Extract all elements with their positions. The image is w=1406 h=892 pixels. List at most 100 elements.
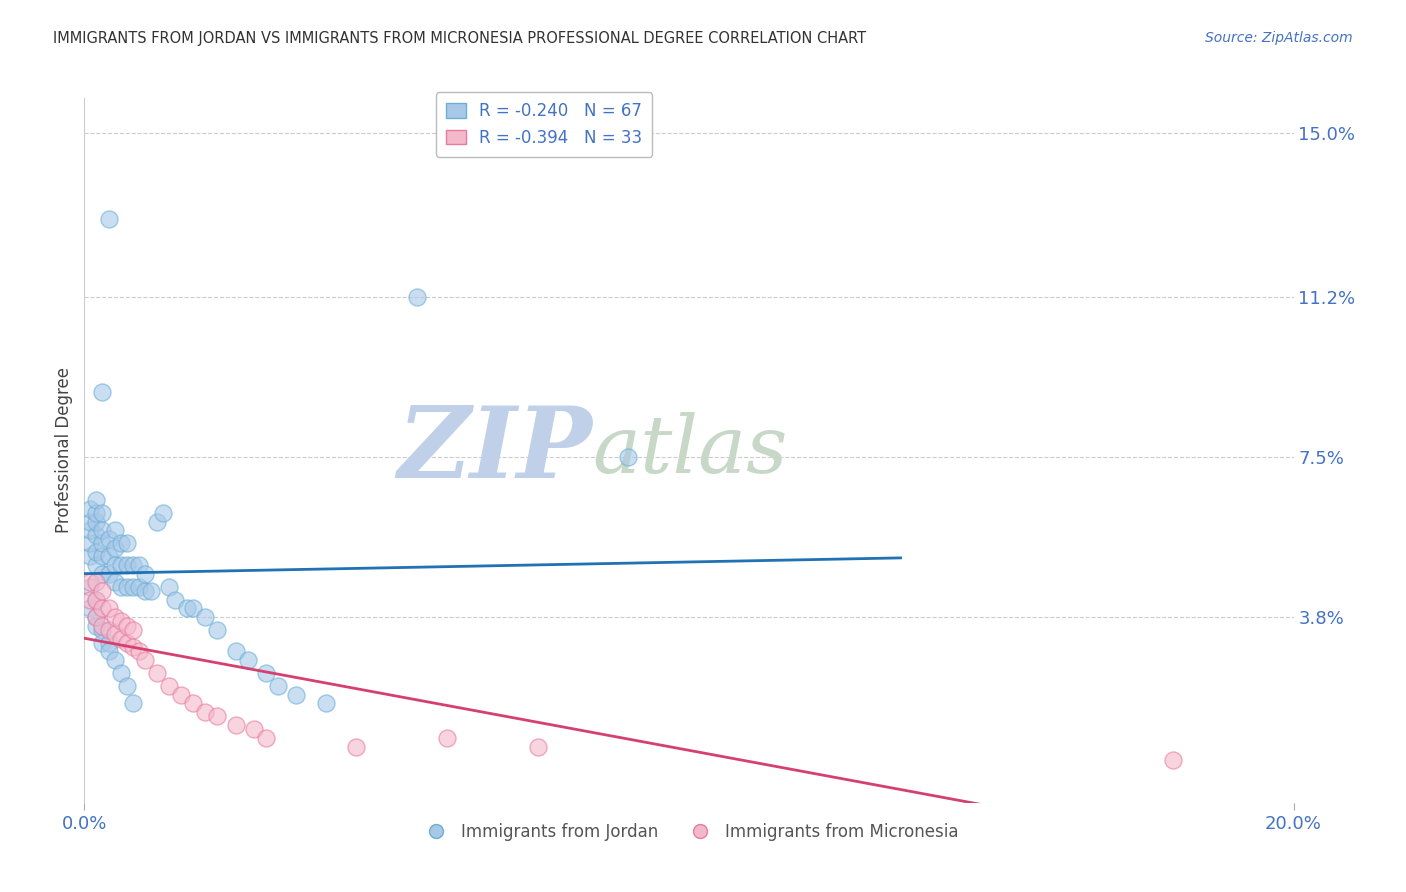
Point	[97, 601, 120, 615]
Point	[97, 212, 120, 227]
Point	[165, 592, 187, 607]
Point	[104, 575, 127, 590]
Point	[157, 679, 180, 693]
Point	[267, 679, 290, 693]
Point	[91, 623, 114, 637]
Point	[225, 718, 247, 732]
Point	[110, 614, 132, 628]
Point	[91, 566, 114, 581]
Point	[79, 592, 101, 607]
Point	[97, 644, 120, 658]
Point	[225, 644, 247, 658]
Point	[146, 515, 169, 529]
Point	[128, 644, 150, 658]
Point	[254, 731, 277, 745]
Point	[91, 601, 114, 615]
Point	[121, 558, 143, 572]
Point	[86, 592, 108, 607]
Point	[406, 290, 429, 304]
Text: atlas: atlas	[592, 412, 787, 489]
Point	[86, 575, 108, 590]
Point	[91, 536, 114, 550]
Point	[436, 731, 458, 745]
Point	[617, 450, 640, 464]
Point	[79, 549, 101, 564]
Text: Source: ZipAtlas.com: Source: ZipAtlas.com	[1205, 31, 1353, 45]
Point	[115, 536, 138, 550]
Point	[79, 575, 101, 590]
Point	[1161, 753, 1184, 767]
Point	[79, 601, 101, 615]
Point	[104, 558, 127, 572]
Point	[121, 580, 143, 594]
Point	[110, 558, 132, 572]
Point	[134, 566, 156, 581]
Point	[181, 697, 204, 711]
Point	[139, 584, 162, 599]
Point	[157, 580, 180, 594]
Point	[97, 636, 120, 650]
Point	[110, 580, 132, 594]
Point	[86, 506, 108, 520]
Point	[254, 666, 277, 681]
Point	[176, 601, 198, 615]
Point	[134, 584, 156, 599]
Point	[152, 506, 174, 520]
Point	[194, 705, 217, 719]
Point	[115, 558, 138, 572]
Point	[128, 558, 150, 572]
Point	[91, 618, 114, 632]
Point	[121, 697, 143, 711]
Point	[91, 524, 114, 538]
Point	[97, 566, 120, 581]
Point	[97, 549, 120, 564]
Point	[110, 536, 132, 550]
Point	[110, 632, 132, 646]
Point	[104, 541, 127, 555]
Point	[110, 666, 132, 681]
Point	[346, 739, 368, 754]
Point	[91, 385, 114, 400]
Point	[115, 618, 138, 632]
Point	[79, 515, 101, 529]
Point	[121, 640, 143, 655]
Point	[315, 697, 337, 711]
Point	[79, 501, 101, 516]
Point	[97, 623, 120, 637]
Point	[170, 688, 193, 702]
Point	[104, 627, 127, 641]
Point	[86, 610, 108, 624]
Point	[86, 558, 108, 572]
Point	[79, 524, 101, 538]
Text: ZIP: ZIP	[398, 402, 592, 499]
Point	[91, 506, 114, 520]
Point	[86, 545, 108, 559]
Point	[146, 666, 169, 681]
Point	[115, 636, 138, 650]
Point	[207, 709, 229, 723]
Point	[121, 623, 143, 637]
Point	[86, 618, 108, 632]
Point	[236, 653, 259, 667]
Point	[79, 580, 101, 594]
Point	[79, 536, 101, 550]
Point	[242, 723, 264, 737]
Point	[86, 528, 108, 542]
Point	[194, 610, 217, 624]
Point	[86, 592, 108, 607]
Point	[128, 580, 150, 594]
Y-axis label: Professional Degree: Professional Degree	[55, 368, 73, 533]
Point	[207, 623, 229, 637]
Point	[91, 636, 114, 650]
Point	[134, 653, 156, 667]
Text: IMMIGRANTS FROM JORDAN VS IMMIGRANTS FROM MICRONESIA PROFESSIONAL DEGREE CORRELA: IMMIGRANTS FROM JORDAN VS IMMIGRANTS FRO…	[53, 31, 866, 46]
Point	[104, 524, 127, 538]
Point	[97, 532, 120, 546]
Point	[104, 653, 127, 667]
Point	[91, 584, 114, 599]
Point	[285, 688, 308, 702]
Point	[86, 610, 108, 624]
Point	[527, 739, 550, 754]
Point	[115, 580, 138, 594]
Legend: Immigrants from Jordan, Immigrants from Micronesia: Immigrants from Jordan, Immigrants from …	[413, 816, 965, 847]
